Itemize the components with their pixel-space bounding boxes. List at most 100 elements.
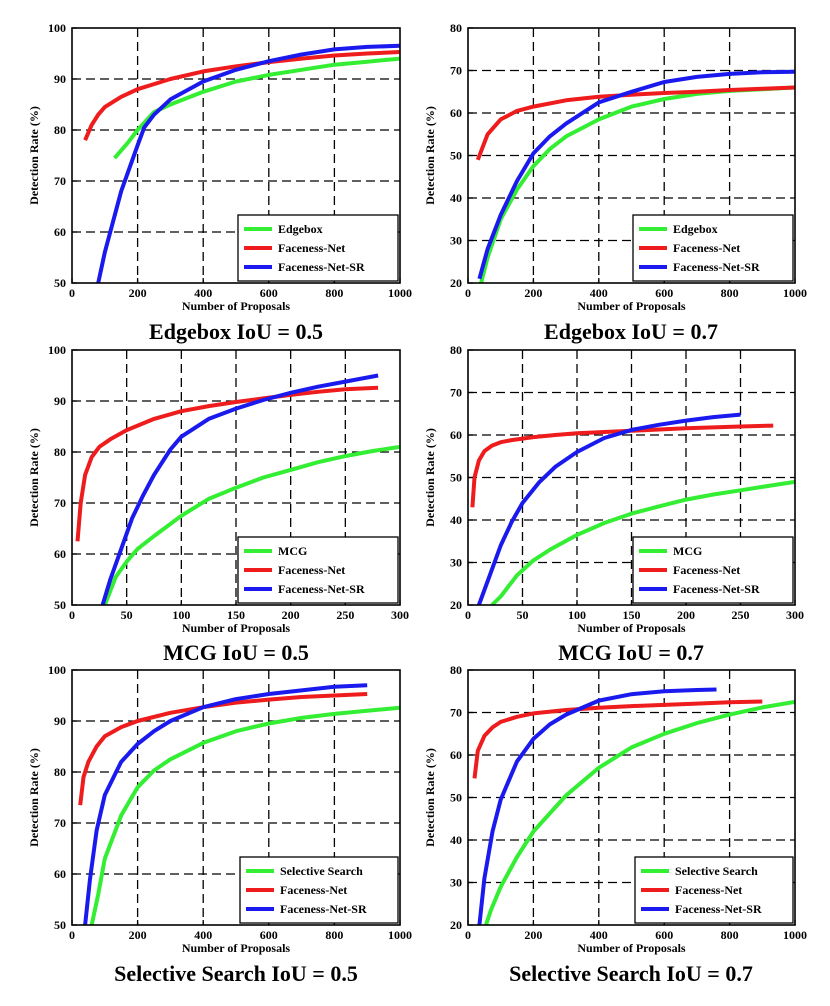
series-line-faceness-net-sr — [96, 43, 400, 283]
x-tick-label: 600 — [655, 928, 673, 942]
series-line-faceness-net-sr — [477, 412, 741, 605]
x-axis-label: Number of Proposals — [182, 941, 291, 955]
series-line-faceness-net — [475, 85, 795, 161]
x-axis-label: Number of Proposals — [577, 299, 686, 313]
y-tick-label: 100 — [48, 663, 66, 677]
y-tick-label: 60 — [450, 748, 462, 762]
y-tick-label: 90 — [54, 394, 66, 408]
y-tick-label: 70 — [54, 496, 66, 510]
x-tick-label: 100 — [172, 608, 190, 622]
chart-panel-4: 0 50 100 150 200 250 300 20 30 40 50 60 70 80 Number o… — [423, 343, 804, 665]
legend-label-faceness-net: Faceness-Net — [673, 241, 740, 255]
x-tick-label: 600 — [260, 286, 278, 300]
y-tick-label: 100 — [48, 343, 66, 357]
y-axis-label: Detection Rate (%) — [423, 428, 437, 527]
legend-label-faceness-net-sr: Faceness-Net-SR — [278, 260, 365, 274]
legend-label-faceness-net-sr: Faceness-Net-SR — [673, 260, 760, 274]
y-tick-label: 50 — [54, 598, 66, 612]
x-tick-label: 1000 — [388, 286, 412, 300]
legend-label-edgebox: Edgebox — [278, 222, 323, 236]
x-tick-label: 600 — [260, 928, 278, 942]
x-tick-label: 200 — [524, 286, 542, 300]
x-tick-label: 400 — [194, 928, 212, 942]
x-tick-label: 1000 — [388, 928, 412, 942]
series-line-selective-search — [484, 699, 795, 925]
x-tick-label: 800 — [721, 286, 739, 300]
series-line-faceness-net — [472, 699, 763, 779]
legend-label-faceness-net-sr: Faceness-Net-SR — [673, 582, 760, 596]
chart-title: Selective Search IoU = 0.5 — [114, 961, 358, 986]
chart-title: Edgebox IoU = 0.5 — [149, 319, 323, 344]
y-axis-label: Detection Rate (%) — [27, 106, 41, 205]
chart-panel-2: 0 200 400 600 800 1000 20 30 40 50 60 70 80 Number of… — [423, 21, 807, 344]
x-tick-label: 400 — [590, 286, 608, 300]
series-line-mcg — [490, 479, 795, 605]
y-tick-label: 60 — [54, 547, 66, 561]
y-tick-label: 100 — [48, 21, 66, 35]
x-tick-label: 100 — [568, 608, 586, 622]
series-lines — [472, 687, 795, 925]
series-line-faceness-net — [75, 385, 379, 542]
chart-title: Selective Search IoU = 0.7 — [509, 961, 753, 986]
series-line-edgebox — [113, 56, 400, 160]
x-tick-label: 200 — [282, 608, 300, 622]
y-tick-label: 30 — [450, 234, 462, 248]
x-tick-label: 400 — [194, 286, 212, 300]
y-tick-label: 80 — [54, 123, 66, 137]
x-tick-label: 300 — [786, 608, 804, 622]
x-tick-label: 50 — [517, 608, 529, 622]
x-tick-label: 0 — [465, 286, 471, 300]
y-tick-label: 50 — [450, 149, 462, 163]
x-tick-label: 150 — [227, 608, 245, 622]
y-tick-label: 30 — [450, 876, 462, 890]
x-tick-label: 600 — [655, 286, 673, 300]
y-tick-label: 60 — [54, 867, 66, 881]
series-line-faceness-net-sr — [477, 687, 717, 925]
chart-title: Edgebox IoU = 0.7 — [544, 319, 718, 344]
series-lines — [78, 683, 400, 925]
x-tick-label: 0 — [69, 286, 75, 300]
y-tick-label: 40 — [450, 191, 462, 205]
legend-label-selective-search: Selective Search — [280, 864, 363, 878]
x-tick-label: 200 — [129, 286, 147, 300]
legend-label-mcg: MCG — [278, 544, 307, 558]
series-line-faceness-net-sr — [100, 373, 379, 605]
y-tick-label: 70 — [54, 174, 66, 188]
legend-label-faceness-net: Faceness-Net — [675, 883, 742, 897]
y-tick-label: 70 — [54, 816, 66, 830]
y-tick-label: 50 — [450, 791, 462, 805]
x-tick-label: 50 — [121, 608, 133, 622]
series-line-faceness-net — [83, 50, 400, 141]
series-line-faceness-net — [470, 423, 774, 508]
y-tick-label: 80 — [450, 343, 462, 357]
legend-label-faceness-net-sr: Faceness-Net-SR — [278, 582, 365, 596]
legend-label-selective-search: Selective Search — [675, 864, 758, 878]
y-tick-label: 70 — [450, 64, 462, 78]
x-axis-label: Number of Proposals — [577, 941, 686, 955]
x-tick-label: 800 — [325, 928, 343, 942]
chart-panel-5: 0 200 400 600 800 1000 50 60 70 80 90 100 Number of … — [27, 663, 412, 986]
y-tick-label: 70 — [450, 386, 462, 400]
y-tick-label: 40 — [450, 513, 462, 527]
legend-label-faceness-net-sr: Faceness-Net-SR — [675, 902, 762, 916]
legend-label-faceness-net: Faceness-Net — [278, 563, 345, 577]
y-tick-label: 90 — [54, 72, 66, 86]
legend-label-faceness-net: Faceness-Net — [673, 563, 740, 577]
y-axis-label: Detection Rate (%) — [423, 748, 437, 847]
x-tick-label: 800 — [325, 286, 343, 300]
series-line-faceness-net — [78, 692, 368, 806]
chart-title: MCG IoU = 0.7 — [558, 640, 704, 665]
x-axis-label: Number of Proposals — [577, 621, 686, 635]
x-tick-label: 400 — [590, 928, 608, 942]
y-tick-label: 50 — [54, 918, 66, 932]
legend-label-faceness-net: Faceness-Net — [278, 241, 345, 255]
x-tick-label: 0 — [465, 608, 471, 622]
y-tick-label: 80 — [54, 765, 66, 779]
y-tick-label: 40 — [450, 833, 462, 847]
chart-panel-1: 0 200 400 600 800 1000 50 60 70 80 90 100 Number of … — [27, 21, 412, 344]
y-tick-label: 90 — [54, 714, 66, 728]
y-tick-label: 50 — [54, 276, 66, 290]
legend-box — [237, 536, 399, 604]
